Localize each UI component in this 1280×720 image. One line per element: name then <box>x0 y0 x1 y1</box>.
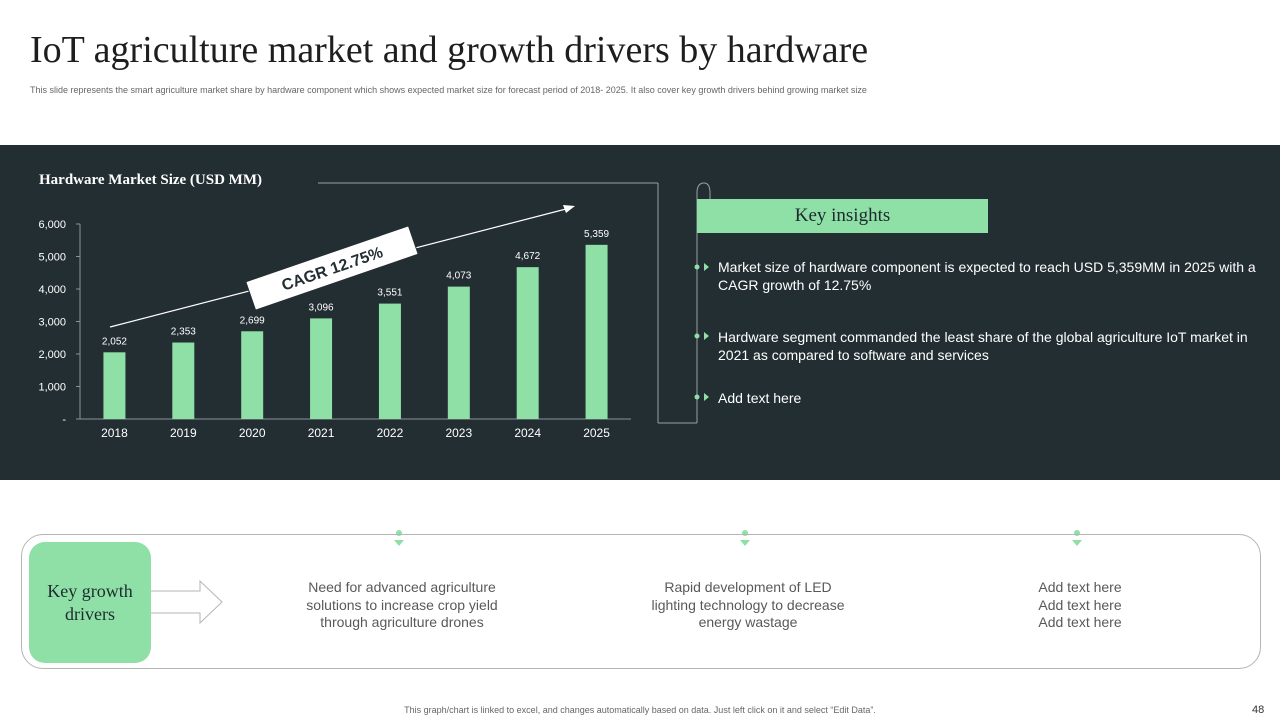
cagr-arrow-head <box>563 205 575 213</box>
bar-2020 <box>241 331 264 419</box>
insight-item: Add text here <box>718 390 802 406</box>
page-number: 48 <box>1252 704 1265 716</box>
page-title: IoT agriculture market and growth driver… <box>30 29 869 71</box>
bar-value-label: 4,672 <box>515 251 540 262</box>
bar-2025 <box>585 244 608 419</box>
x-tick-label: 2023 <box>445 426 472 440</box>
bar-2022 <box>378 303 401 419</box>
page-subtitle: This slide represents the smart agricult… <box>30 85 867 95</box>
bar-2023 <box>447 286 470 419</box>
bar-value-label: 4,073 <box>446 271 471 282</box>
y-tick-label: 5,000 <box>38 252 66 264</box>
right-arrow-icon <box>145 579 223 625</box>
bar-value-label: 5,359 <box>584 229 609 240</box>
y-tick-label: 4,000 <box>38 284 66 296</box>
y-tick-label: - <box>62 414 66 426</box>
bar-2018 <box>103 352 126 419</box>
x-tick-label: 2019 <box>170 426 197 440</box>
y-tick-label: 1,000 <box>38 382 66 394</box>
bar-2024 <box>516 267 539 419</box>
bar-value-label: 3,096 <box>309 302 334 313</box>
x-tick-label: 2024 <box>514 426 541 440</box>
bullet-icon <box>694 332 709 340</box>
bar-value-label: 2,052 <box>102 336 127 347</box>
y-tick-label: 2,000 <box>38 349 66 361</box>
driver-item: Rapid development of LED lighting techno… <box>651 579 845 630</box>
x-tick-label: 2022 <box>377 426 404 440</box>
bar-value-label: 2,699 <box>240 315 265 326</box>
bar-value-label: 2,353 <box>171 327 196 338</box>
x-tick-label: 2018 <box>101 426 128 440</box>
driver-item: Add text here Add text here Add text her… <box>1038 579 1122 630</box>
y-tick-label: 6,000 <box>38 219 66 231</box>
x-tick-label: 2021 <box>308 426 335 440</box>
bar-2021 <box>310 318 333 419</box>
cagr-label-box <box>245 225 419 311</box>
y-tick-label: 3,000 <box>38 317 66 329</box>
insights-connector <box>696 182 711 423</box>
bullet-icon <box>694 393 709 401</box>
insight-item: Hardware segment commanded the least sha… <box>718 329 1248 363</box>
bullet-icon <box>694 263 709 271</box>
x-tick-label: 2020 <box>239 426 266 440</box>
chart-title: Hardware Market Size (USD MM) <box>39 172 262 188</box>
x-tick-label: 2025 <box>583 426 610 440</box>
key-insights-header: Key insights <box>697 199 988 233</box>
insight-item: Market size of hardware component is exp… <box>718 259 1256 293</box>
bar-2019 <box>172 342 195 419</box>
growth-drivers-label: Key growth drivers <box>47 580 133 624</box>
dark-panel <box>0 145 1280 480</box>
growth-drivers-badge: Key growth drivers <box>29 542 151 663</box>
footer-note: This graph/chart is linked to excel, and… <box>404 705 876 715</box>
driver-item: Need for advanced agriculture solutions … <box>306 579 498 630</box>
growth-drivers-frame <box>21 534 1261 669</box>
bar-value-label: 3,551 <box>377 288 402 299</box>
